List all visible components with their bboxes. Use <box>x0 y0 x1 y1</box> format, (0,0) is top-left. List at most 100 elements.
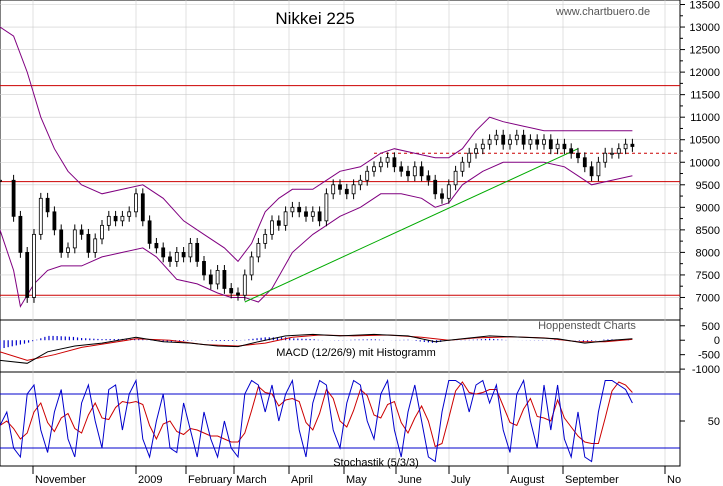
price-candle <box>79 229 84 235</box>
price-candle <box>358 179 363 186</box>
price-candle <box>222 270 227 289</box>
price-candle <box>446 184 451 199</box>
price-candle <box>406 170 410 177</box>
price-tick-label: 13500 <box>689 0 720 12</box>
price-candle <box>140 193 145 222</box>
price-candle <box>106 215 111 226</box>
price-candle <box>276 220 281 226</box>
price-candle <box>263 233 268 244</box>
price-candle <box>0 179 2 182</box>
stoch-k-line <box>0 378 633 463</box>
price-candle <box>582 157 587 168</box>
price-candle <box>127 211 132 217</box>
price-candle <box>433 179 438 195</box>
price-candle <box>338 184 342 190</box>
price-candle <box>576 152 580 159</box>
price-tick-label: 10000 <box>689 157 720 169</box>
price-tick-label: 11000 <box>690 112 720 124</box>
month-label: June <box>398 474 422 486</box>
price-candle <box>480 143 485 150</box>
price-tick-label: 8500 <box>696 225 720 237</box>
price-candle <box>229 288 234 294</box>
price-candle <box>11 179 16 217</box>
price-candle <box>317 211 322 222</box>
macd-layer <box>0 333 633 364</box>
price-candle <box>188 242 193 258</box>
price-candle <box>72 229 77 249</box>
price-tick-label: 9500 <box>696 180 720 192</box>
month-label: September <box>565 474 619 486</box>
price-candle <box>59 229 64 253</box>
price-candle <box>460 161 465 172</box>
price-candle <box>52 211 57 231</box>
price-candle <box>174 251 179 262</box>
price-candle <box>399 166 404 172</box>
price-candle <box>555 143 560 150</box>
price-candle <box>610 152 614 155</box>
price-candle <box>501 134 506 145</box>
price-candle <box>528 139 533 145</box>
price-tick-label: 10500 <box>689 135 720 147</box>
price-candle <box>290 206 295 213</box>
price-candle <box>596 161 601 177</box>
price-candle <box>236 292 240 296</box>
macd-label: MACD (12/26/9) mit Histogramm <box>276 347 436 359</box>
price-candle <box>242 274 247 296</box>
price-candle <box>134 193 138 213</box>
macd-line <box>0 333 633 364</box>
price-candle <box>38 197 43 235</box>
price-candle <box>453 170 458 186</box>
price-candle <box>385 157 390 163</box>
price-candle <box>508 139 512 145</box>
month-label: May <box>346 474 367 486</box>
price-candle <box>351 184 356 195</box>
price-candle <box>440 193 444 199</box>
price-candle <box>616 148 621 154</box>
x-axis: November 2009 February March April May June Jul… <box>0 465 681 486</box>
stoch-label: Stochastik (5/3/3) <box>333 457 419 469</box>
price-tick-label: 12000 <box>689 67 720 79</box>
price-candle <box>467 152 472 163</box>
price-candle <box>548 139 553 150</box>
price-tick-label: 7000 <box>696 292 720 304</box>
price-candle <box>569 148 574 154</box>
price-candle <box>365 170 370 181</box>
price-candle <box>514 134 519 141</box>
price-candle <box>270 220 274 235</box>
price-candle <box>202 261 206 276</box>
price-candle <box>100 224 104 240</box>
bollinger-upper-line <box>0 26 633 263</box>
price-candle <box>392 157 397 168</box>
price-candle <box>161 247 166 258</box>
price-candle <box>494 134 499 141</box>
price-candle <box>487 139 492 145</box>
price-candle <box>562 143 567 150</box>
month-label: April <box>291 474 313 486</box>
price-candle <box>256 242 261 258</box>
price-candle <box>310 211 315 217</box>
y-axis: 7000 7500 8000 8500 9000 9500 10000 10500 11000 1… <box>680 0 720 428</box>
uptrend-line <box>244 148 579 303</box>
price-candle <box>195 242 200 262</box>
price-candle <box>630 143 635 147</box>
price-candle <box>86 233 91 253</box>
price-tick-label: 11500 <box>690 90 720 102</box>
price-candle <box>372 166 376 172</box>
month-label: 2009 <box>138 474 162 486</box>
month-label: August <box>510 474 544 486</box>
price-candle <box>120 215 125 222</box>
price-candle <box>93 238 98 253</box>
price-tick-label: 8000 <box>696 247 720 259</box>
price-candle <box>344 188 349 195</box>
price-candle <box>215 270 220 285</box>
price-candle <box>542 139 546 145</box>
source-note: Hoppenstedt Charts <box>538 320 636 332</box>
price-candle <box>426 175 431 181</box>
price-tick-label: 7500 <box>696 270 720 282</box>
price-candle <box>249 256 254 276</box>
stoch-tick-label: 50 <box>708 416 720 428</box>
chart-title: Nikkei 225 <box>275 9 354 28</box>
price-candle <box>18 215 23 253</box>
grid <box>0 0 680 466</box>
